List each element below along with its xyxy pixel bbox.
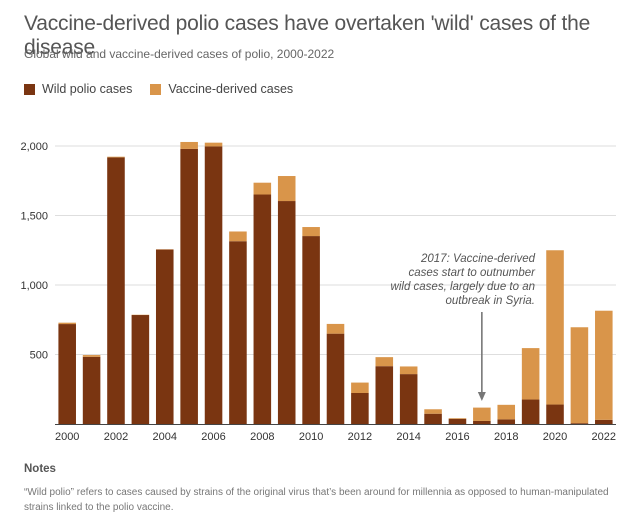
bar-wild-2009: [278, 201, 296, 424]
bar-wild-2002: [107, 157, 125, 424]
bar-wild-2021: [571, 423, 589, 424]
x-tick-label: 2012: [348, 431, 372, 443]
annotation-line: 2017: Vaccine-derived: [420, 253, 536, 265]
x-tick-label: 2014: [396, 431, 420, 443]
bar-vaccine-2011: [327, 324, 345, 334]
bar-wild-2001: [83, 357, 101, 424]
bar-wild-2014: [400, 374, 418, 424]
annotation-line: cases start to outnumber: [408, 267, 536, 279]
bar-wild-2017: [473, 421, 491, 424]
bar-vaccine-2007: [229, 231, 247, 241]
bar-vaccine-2013: [376, 357, 394, 366]
bar-vaccine-2016: [449, 418, 467, 419]
bar-vaccine-2006: [205, 143, 223, 147]
x-tick-label: 2002: [104, 431, 128, 443]
x-tick-label: 2016: [445, 431, 469, 443]
bar-wild-2022: [595, 420, 613, 424]
bar-vaccine-2000: [58, 323, 76, 324]
bar-vaccine-2012: [351, 383, 369, 393]
bar-vaccine-2014: [400, 366, 418, 374]
bar-vaccine-2017: [473, 408, 491, 421]
annotation-arrowhead: [478, 392, 486, 401]
bar-vaccine-2002: [107, 157, 125, 158]
bar-wild-2012: [351, 393, 369, 424]
y-tick-label: 500: [30, 350, 48, 362]
y-tick-label: 1,000: [20, 280, 48, 292]
y-tick-label: 1,500: [20, 211, 48, 223]
bar-wild-2011: [327, 334, 345, 424]
bar-vaccine-2015: [424, 409, 442, 413]
bar-wild-2004: [156, 250, 174, 424]
bar-vaccine-2010: [302, 227, 320, 236]
x-tick-label: 2006: [201, 431, 225, 443]
annotation-line: outbreak in Syria.: [446, 295, 536, 307]
x-tick-label: 2008: [250, 431, 274, 443]
bar-vaccine-2018: [497, 405, 515, 420]
bar-wild-2006: [205, 146, 223, 424]
bar-vaccine-2022: [595, 311, 613, 420]
bar-vaccine-2019: [522, 348, 540, 399]
bar-wild-2010: [302, 236, 320, 424]
x-tick-label: 2004: [153, 431, 177, 443]
bar-vaccine-2020: [546, 250, 564, 404]
notes-heading: Notes: [24, 463, 56, 475]
x-tick-label: 2018: [494, 431, 518, 443]
bar-vaccine-2001: [83, 355, 101, 357]
bar-wild-2019: [522, 400, 540, 424]
annotation-line: wild cases, largely due to an: [391, 281, 535, 293]
bar-vaccine-2005: [180, 142, 198, 149]
bar-wild-2020: [546, 405, 564, 424]
y-tick-label: 2,000: [20, 141, 48, 153]
x-tick-label: 2022: [592, 431, 616, 443]
bar-wild-2015: [424, 414, 442, 424]
x-tick-label: 2010: [299, 431, 323, 443]
bar-wild-2018: [497, 419, 515, 424]
bar-chart: 500 1,000 1,500 2,000 2000 2002 2004 2006 2008 20…: [0, 0, 640, 460]
bar-wild-2005: [180, 149, 198, 424]
x-tick-label: 2020: [543, 431, 567, 443]
bar-vaccine-2021: [571, 327, 589, 423]
bar-vaccine-2009: [278, 176, 296, 201]
x-tick-label: 2000: [55, 431, 79, 443]
bar-wild-2016: [449, 419, 467, 424]
bar-wild-2008: [254, 195, 272, 424]
bar-wild-2007: [229, 241, 247, 424]
notes-text: “Wild polio” refers to cases caused by s…: [24, 485, 624, 515]
bar-wild-2003: [132, 315, 150, 424]
bar-vaccine-2008: [254, 183, 272, 195]
bar-wild-2000: [58, 324, 76, 424]
bar-wild-2013: [376, 366, 394, 424]
